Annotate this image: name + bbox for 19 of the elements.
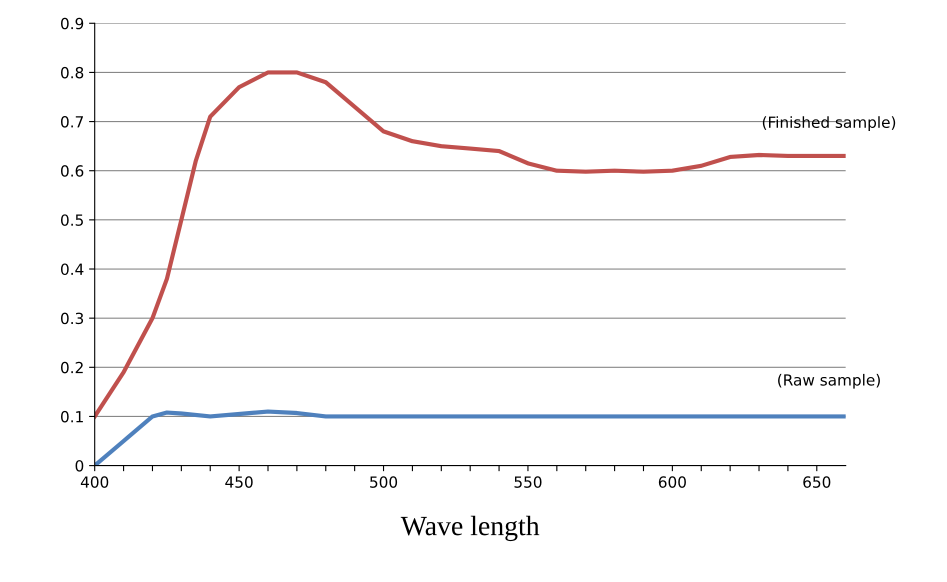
y-tick-label: 0.2 (60, 362, 83, 374)
y-tick-label: 0.8 (60, 66, 84, 78)
x-tick-label: 400 (80, 476, 108, 488)
y-tick-label: 0.4 (60, 263, 84, 276)
y-tick-label: 0.9 (60, 18, 84, 30)
series-label: (Finished sample) (762, 116, 896, 131)
x-tick-label: 450 (225, 476, 253, 488)
x-tick-label: 600 (658, 476, 686, 488)
y-tick-label: 0.7 (60, 116, 83, 128)
series-label: (Raw sample) (778, 374, 880, 389)
x-tick-label: 550 (514, 476, 542, 488)
y-tick-label: 0.6 (60, 165, 84, 177)
x-tick-label: 650 (803, 476, 830, 488)
x-tick-label: 500 (370, 476, 398, 488)
y-tick-label: 0.5 (60, 214, 83, 226)
y-tick-label: 0.1 (60, 410, 83, 422)
y-tick-label: 0 (76, 460, 84, 472)
x-axis-title: Wave length (400, 516, 540, 542)
y-tick-label: 0.3 (60, 312, 84, 324)
